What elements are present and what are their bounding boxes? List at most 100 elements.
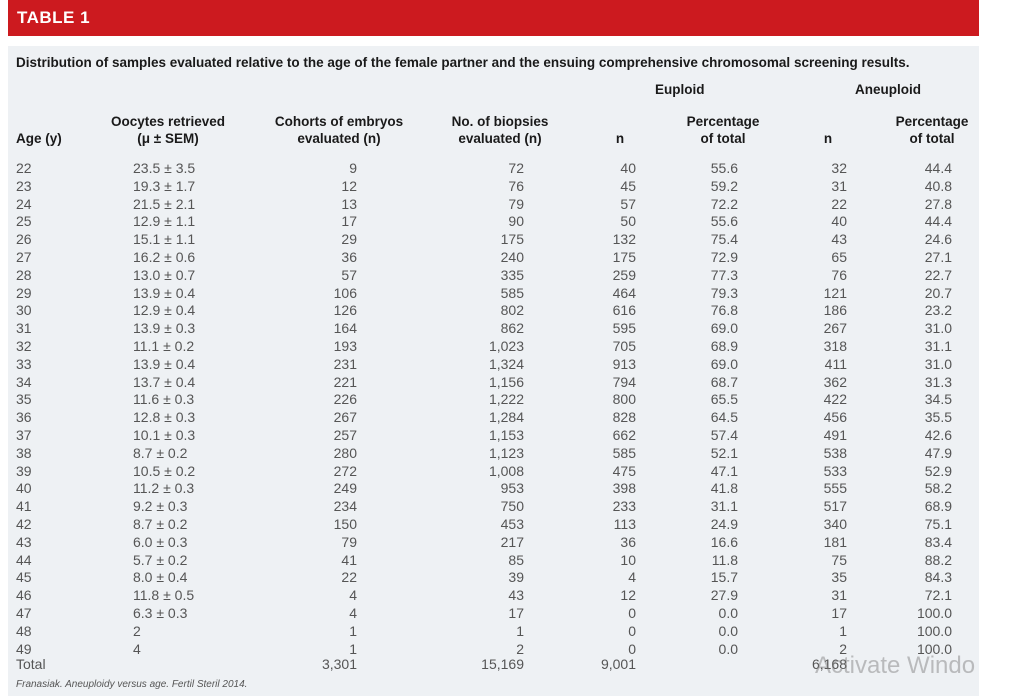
cell-cohorts: 249 xyxy=(333,480,357,497)
cell-age: 48 xyxy=(16,622,32,639)
cell-aneuploid-pct: 31.1 xyxy=(924,338,952,354)
table-banner: TABLE 1 xyxy=(8,0,979,36)
cell-aneuploid-n: 65 xyxy=(831,249,847,265)
cell-aneuploid-pct: 47.9 xyxy=(924,444,952,461)
cell-euploid-pct: 75.4 xyxy=(710,231,738,248)
cell-euploid-n: 233 xyxy=(612,498,636,515)
cell-aneuploid-n: 186 xyxy=(823,302,847,319)
cell-aneuploid-pct: 75.1 xyxy=(924,516,952,532)
total-cell-euploid-n: 9,001 xyxy=(600,656,636,672)
cell-euploid-pct: 0.0 xyxy=(718,605,738,621)
cell-euploid-n: 0 xyxy=(628,605,636,621)
cell-euploid-pct: 11.8 xyxy=(711,551,738,568)
cell-biopsies: 335 xyxy=(500,266,524,283)
cell-oocytes: 15.1 ± 1.1 xyxy=(133,231,196,248)
cell-biopsies: 39 xyxy=(508,569,524,586)
cell-aneuploid-n: 75 xyxy=(831,551,847,568)
table-total-row: Total 3,301 15,169 9,001 6,168 xyxy=(0,655,1009,673)
cell-euploid-pct: 68.9 xyxy=(710,338,738,354)
cell-oocytes: 11.6 ± 0.3 xyxy=(133,391,195,408)
cell-biopsies: 802 xyxy=(500,302,524,319)
cell-biopsies: 1,284 xyxy=(488,409,524,426)
cell-cohorts: 17 xyxy=(341,213,357,230)
cell-aneuploid-pct: 27.1 xyxy=(924,249,952,265)
cell-euploid-n: 113 xyxy=(613,516,636,532)
cell-cohorts: 29 xyxy=(341,231,357,248)
cell-cohorts: 1 xyxy=(349,622,357,639)
cell-euploid-pct: 52.1 xyxy=(710,444,738,461)
cell-biopsies: 585 xyxy=(500,284,524,301)
cell-oocytes: 5.7 ± 0.2 xyxy=(133,551,188,568)
cell-euploid-pct: 64.5 xyxy=(710,409,738,426)
cell-oocytes: 6.0 ± 0.3 xyxy=(133,533,188,550)
table-row: 33 13.9 ± 0.4 231 1,324 913 69.0 411 31.0 xyxy=(0,355,1009,373)
cell-euploid-n: 464 xyxy=(612,284,636,301)
table-footnote: Franasiak. Aneuploidy versus age. Fertil… xyxy=(16,679,248,690)
header-oocytes-line2: (μ ± SEM) xyxy=(137,131,199,146)
cell-biopsies: 1,222 xyxy=(488,391,524,408)
cell-euploid-n: 40 xyxy=(620,160,636,176)
cell-age: 49 xyxy=(16,640,32,657)
cell-cohorts: 267 xyxy=(333,409,357,426)
cell-euploid-pct: 68.7 xyxy=(710,373,738,390)
table-row: 38 8.7 ± 0.2 280 1,123 585 52.1 538 47.9 xyxy=(0,444,1009,462)
table-row: 36 12.8 ± 0.3 267 1,284 828 64.5 456 35.5 xyxy=(0,408,1009,426)
cell-cohorts: 226 xyxy=(333,391,357,408)
cell-euploid-pct: 16.6 xyxy=(710,533,738,550)
table-row: 37 10.1 ± 0.3 257 1,153 662 57.4 491 42.6 xyxy=(0,426,1009,444)
header-biopsies-line1: No. of biopsies xyxy=(451,114,549,129)
cell-aneuploid-n: 318 xyxy=(823,338,847,354)
cell-oocytes: 16.2 ± 0.6 xyxy=(133,249,196,265)
cell-oocytes: 11.2 ± 0.3 xyxy=(133,480,195,497)
cell-cohorts: 41 xyxy=(341,551,357,568)
header-aneuploid-percentage: Percentage of total xyxy=(880,113,984,147)
header-age: Age (y) xyxy=(16,131,62,146)
cell-biopsies: 85 xyxy=(508,551,524,568)
cell-age: 33 xyxy=(16,355,32,372)
header-oocytes: Oocytes retrieved (μ ± SEM) xyxy=(98,113,238,147)
cell-age: 45 xyxy=(16,569,32,586)
cell-oocytes: 13.9 ± 0.4 xyxy=(133,284,196,301)
cell-oocytes: 2 xyxy=(133,622,141,639)
cell-euploid-pct: 0.0 xyxy=(718,622,738,639)
cell-oocytes: 8.7 ± 0.2 xyxy=(133,444,188,461)
cell-biopsies: 217 xyxy=(500,533,524,550)
cell-age: 47 xyxy=(16,605,32,621)
cell-age: 34 xyxy=(16,373,32,390)
cell-euploid-pct: 57.4 xyxy=(710,427,738,443)
cell-euploid-pct: 65.5 xyxy=(710,391,738,408)
cell-age: 24 xyxy=(16,195,32,212)
cell-cohorts: 4 xyxy=(349,605,357,621)
cell-biopsies: 750 xyxy=(500,498,524,515)
cell-euploid-n: 132 xyxy=(612,231,636,248)
cell-age: 44 xyxy=(16,551,32,568)
cell-oocytes: 19.3 ± 1.7 xyxy=(133,177,196,194)
cell-cohorts: 12 xyxy=(341,177,357,194)
cell-cohorts: 1 xyxy=(349,640,357,657)
table-row: 46 11.8 ± 0.5 4 43 12 27.9 31 72.1 xyxy=(0,586,1009,604)
cell-biopsies: 1,156 xyxy=(488,373,524,390)
table-row: 34 13.7 ± 0.4 221 1,156 794 68.7 362 31.3 xyxy=(0,373,1009,391)
cell-aneuploid-pct: 31.0 xyxy=(924,355,952,372)
header-biopsies: No. of biopsies evaluated (n) xyxy=(435,113,565,147)
cell-aneuploid-n: 43 xyxy=(831,231,847,248)
table-row: 24 21.5 ± 2.1 13 79 57 72.2 22 27.8 xyxy=(0,195,1009,213)
cell-aneuploid-n: 267 xyxy=(823,320,847,337)
cell-age: 30 xyxy=(16,302,32,319)
cell-aneuploid-n: 31 xyxy=(831,177,847,194)
table-row: 39 10.5 ± 0.2 272 1,008 475 47.1 533 52.9 xyxy=(0,462,1009,480)
cell-aneuploid-n: 422 xyxy=(823,391,847,408)
cell-oocytes: 10.5 ± 0.2 xyxy=(133,462,196,479)
cell-biopsies: 1,153 xyxy=(488,427,524,443)
cell-age: 29 xyxy=(16,284,32,301)
cell-biopsies: 953 xyxy=(500,480,524,497)
cell-euploid-n: 616 xyxy=(612,302,636,319)
cell-oocytes: 23.5 ± 3.5 xyxy=(133,160,196,176)
cell-aneuploid-pct: 84.3 xyxy=(924,569,952,586)
table-row: 49 4 1 2 0 0.0 2 100.0 xyxy=(0,640,1009,658)
cell-biopsies: 43 xyxy=(508,587,524,604)
header-euploid-percentage-line1: Percentage xyxy=(686,114,760,129)
cell-cohorts: 257 xyxy=(333,427,357,443)
cell-aneuploid-n: 362 xyxy=(823,373,847,390)
cell-age: 27 xyxy=(16,249,32,265)
